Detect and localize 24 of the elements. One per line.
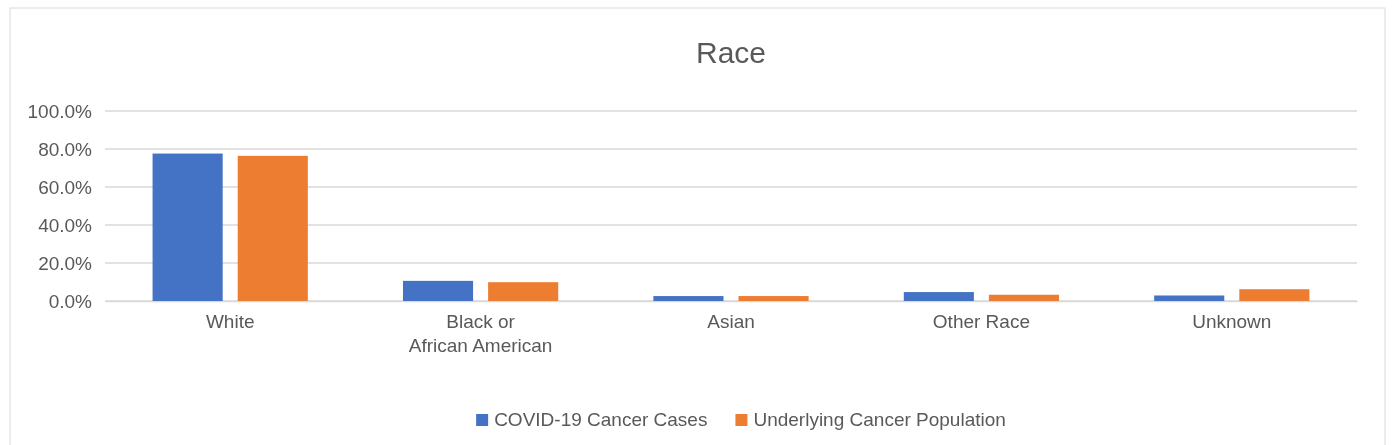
x-tick-label: Other Race — [932, 311, 1030, 333]
bar — [402, 280, 474, 301]
bar — [903, 292, 974, 301]
y-tick-label: 80.0% — [38, 138, 93, 160]
bar — [988, 294, 1060, 301]
bar — [237, 155, 308, 301]
y-tick-label: 60.0% — [38, 176, 93, 198]
bar — [653, 296, 724, 301]
y-tick-label: 40.0% — [38, 214, 93, 236]
bar — [152, 153, 223, 301]
chart-title: Race — [695, 36, 767, 69]
legend-label: COVID-19 Cancer Cases — [494, 409, 708, 430]
bar — [1239, 289, 1310, 301]
legend-label: Underlying Cancer Population — [753, 409, 1006, 430]
y-tick-label: 100.0% — [27, 100, 93, 122]
bar — [1154, 295, 1225, 301]
bar — [488, 282, 559, 301]
x-tick-label: Unknown — [1192, 311, 1272, 333]
y-tick-label: 20.0% — [38, 252, 93, 274]
bar — [738, 296, 809, 301]
x-tick-label: White — [205, 311, 255, 333]
x-tick-label: Black or African American — [408, 311, 553, 357]
y-tick-label: 0.0% — [48, 290, 93, 312]
x-tick-label: Asian — [707, 311, 755, 333]
